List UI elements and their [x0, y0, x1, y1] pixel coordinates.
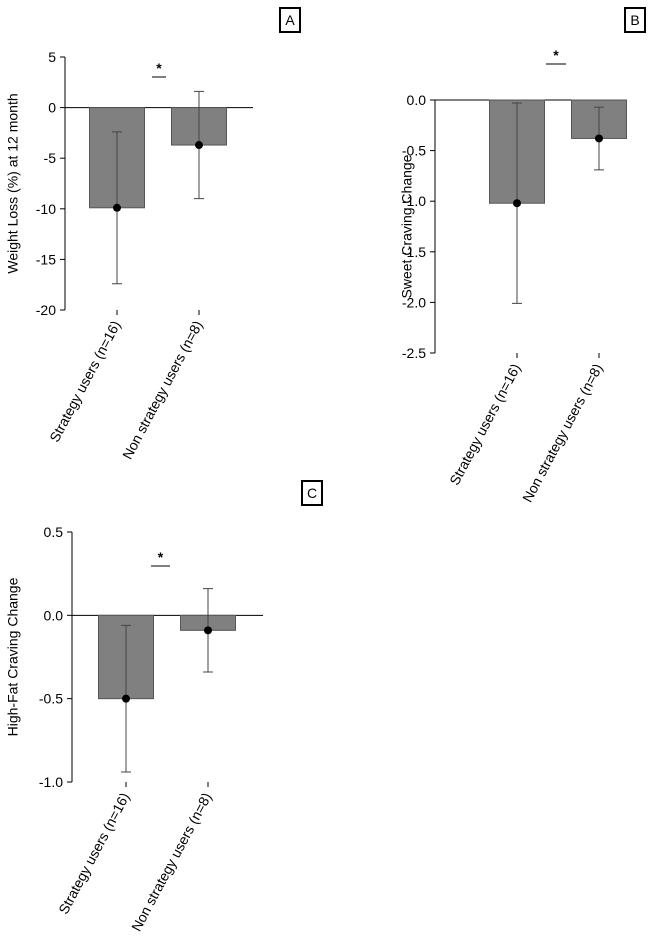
- y-tick-label: -1.0: [39, 774, 63, 790]
- mean-dot: [513, 199, 521, 208]
- panel-label-box: [624, 7, 646, 33]
- y-tick-label: -1.0: [402, 193, 426, 209]
- y-tick-label: -15: [36, 251, 56, 267]
- mean-dot: [595, 134, 603, 143]
- panel-label: C: [307, 485, 317, 501]
- significance-marker: *: [156, 60, 162, 76]
- y-tick-label: -0.5: [402, 143, 426, 159]
- y-tick-label: -1.5: [402, 244, 426, 260]
- significance-marker: *: [158, 549, 164, 565]
- x-tick-label: Strategy users (n=16): [55, 790, 133, 917]
- panel-label: A: [285, 12, 295, 28]
- x-tick-label: Non strategy users (n=8): [119, 318, 206, 462]
- y-tick-label: -2.0: [402, 294, 426, 310]
- y-axis-label: Weight Loss (%) at 12 month: [5, 93, 21, 273]
- y-tick-label: -20: [36, 302, 56, 318]
- y-tick-label: 0.0: [407, 92, 427, 108]
- y-tick-label: -2.5: [402, 345, 426, 361]
- y-tick-label: 0.5: [44, 524, 64, 540]
- mean-dot: [122, 694, 130, 703]
- y-tick-label: -0.5: [39, 691, 63, 707]
- x-tick-label: Non strategy users (n=8): [519, 361, 606, 505]
- x-tick-label: Non strategy users (n=8): [128, 790, 215, 934]
- mean-dot: [113, 203, 121, 212]
- panel-label-box: [301, 480, 323, 506]
- y-tick-label: -5: [44, 150, 57, 166]
- x-tick-label: Strategy users (n=16): [46, 318, 124, 445]
- x-tick-label: Strategy users (n=16): [446, 361, 524, 488]
- significance-marker: *: [553, 47, 559, 63]
- y-tick-label: 0.0: [44, 607, 64, 623]
- mean-dot: [195, 141, 203, 150]
- y-tick-label: -10: [36, 201, 56, 217]
- mean-dot: [204, 626, 212, 635]
- panel-label: B: [630, 12, 639, 28]
- y-tick-label: 5: [48, 49, 56, 65]
- y-tick-label: 0: [48, 100, 56, 116]
- y-axis-label: High-Fat Craving Change: [5, 577, 21, 736]
- y-axis-label: Sweet Craving Change: [399, 154, 415, 298]
- panel-label-box: [279, 7, 301, 33]
